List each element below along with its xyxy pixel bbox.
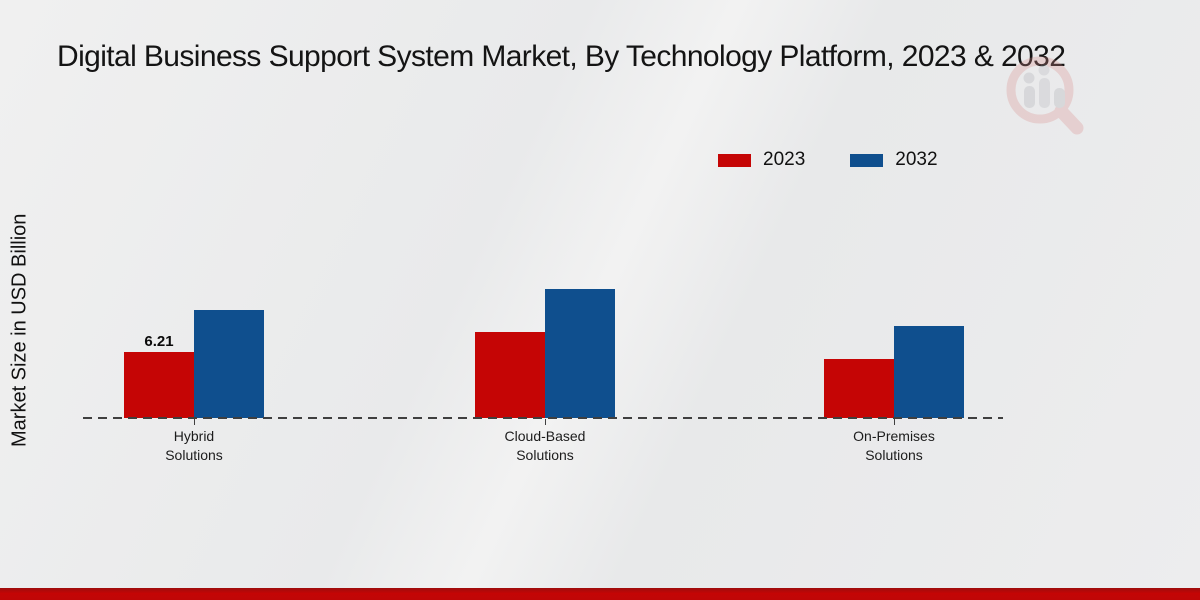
bar-2032-onprem <box>894 326 964 418</box>
axis-tick-hybrid <box>194 419 195 425</box>
category-label-onprem: On-Premises Solutions <box>853 428 935 463</box>
category-label-cloud: Cloud-Based Solutions <box>504 428 586 463</box>
bar-2023-cloud <box>475 332 545 418</box>
bar-2032-hybrid <box>194 310 264 418</box>
axis-tick-onprem <box>894 419 895 425</box>
legend-label-2023: 2023 <box>763 149 806 170</box>
legend-swatch-2023 <box>718 153 751 167</box>
category-label-hybrid: Hybrid Solutions <box>165 428 223 463</box>
x-axis-baseline <box>83 417 1003 419</box>
watermark-logo <box>1000 52 1088 140</box>
chart-title: Digital Business Support System Market, … <box>57 40 1066 73</box>
footer-red-strip <box>0 588 1200 600</box>
legend: 2023 2032 <box>718 149 938 171</box>
legend-label-2032: 2032 <box>895 149 938 170</box>
bar-value-label: 6.21 <box>144 333 174 350</box>
bar-2032-cloud <box>545 289 615 418</box>
bar-2023-hybrid <box>124 352 194 418</box>
axis-tick-cloud <box>545 419 546 425</box>
bar-2023-onprem <box>824 359 894 418</box>
magnifier-chart-icon <box>1006 56 1084 135</box>
legend-swatch-2032 <box>850 153 884 167</box>
